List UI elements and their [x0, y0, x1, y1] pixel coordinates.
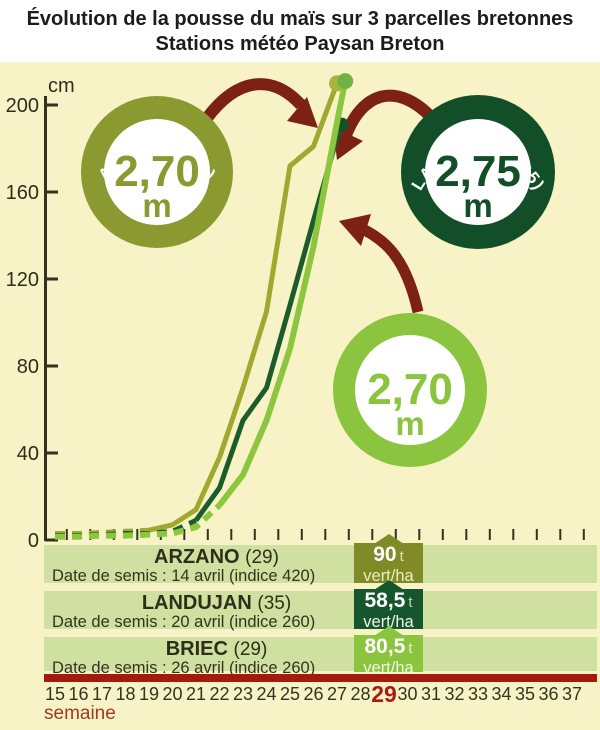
- legend-row-arzano: ARZANO (29) Date de semis : 14 avril (in…: [44, 545, 597, 585]
- y-axis-unit-label: cm: [48, 75, 75, 97]
- legend-row-briec: BRIEC (29) Date de semis : 26 avril (ind…: [44, 637, 597, 677]
- station-name: LANDUJAN: [141, 592, 252, 614]
- yield-unit: t: [399, 548, 404, 565]
- week-label: 32: [444, 684, 465, 704]
- x-axis-label: semaine: [44, 703, 116, 724]
- week-label: 19: [138, 684, 160, 704]
- yield-value: 58,5: [364, 589, 406, 612]
- week-label: 24: [256, 684, 277, 704]
- yield-per: vert/ha: [363, 659, 414, 677]
- legend-station: ARZANO (29): [44, 547, 389, 568]
- week-label: 28: [350, 684, 371, 704]
- week-label: 18: [115, 684, 136, 704]
- badge-briec: BRIEC (29) 2,70 m: [333, 313, 487, 467]
- week-axis: 15 16 17 18 19 20 21 22 23 24 25 26 27 28 29 30 31 32 33 34…: [0, 681, 600, 708]
- title-block: Évolution de la pousse du maïs sur 3 par…: [0, 0, 600, 62]
- week-label: 26: [303, 684, 324, 704]
- badge-height-unit: m: [395, 405, 424, 442]
- week-label: 35: [514, 684, 536, 704]
- badge-height-unit: m: [142, 187, 171, 224]
- week-label: 20: [162, 684, 183, 704]
- legend-sowing-date: Date de semis : 26 avril (indice 260): [52, 659, 316, 677]
- page-subtitle: Stations météo Paysan Breton: [155, 33, 445, 55]
- week-highlight-bar: [44, 674, 597, 682]
- arrow-arzano-icon: [202, 78, 318, 128]
- week-label: 34: [491, 684, 512, 704]
- legend-station: BRIEC (29): [44, 639, 389, 660]
- arrow-briec-icon: [339, 214, 424, 314]
- legend-station: LANDUJAN (35): [44, 593, 389, 614]
- week-label: 16: [68, 684, 89, 704]
- yield-box-landujan: 58,5 t vert/ha: [354, 580, 423, 630]
- week-label: 15: [44, 684, 66, 704]
- badge-height-unit: m: [463, 187, 492, 224]
- legend-sowing-date: Date de semis : 14 avril (indice 420): [52, 567, 316, 585]
- week-label: 22: [209, 684, 230, 704]
- week-label: 37: [561, 684, 583, 704]
- yield-value: 90: [373, 543, 397, 566]
- badge-arzano: ARZANO (29) 2,70 m: [81, 96, 233, 248]
- yield-unit: t: [408, 594, 413, 611]
- badge-height-value: 2,75: [435, 147, 521, 196]
- week-label: 17: [91, 684, 113, 704]
- badge-landujan: LANDUJAN (35) 2,75 m: [401, 95, 555, 249]
- arrow-up-icon: [373, 580, 404, 590]
- week-label: 25: [279, 684, 301, 704]
- series-line: [148, 82, 340, 533]
- arrow-up-icon: [373, 626, 404, 636]
- week-label: 33: [467, 684, 489, 704]
- page-title: Évolution de la pousse du maïs sur 3 par…: [26, 8, 574, 30]
- station-dept: (29): [233, 639, 268, 660]
- station-name: BRIEC: [165, 638, 228, 660]
- week-label: 31: [420, 684, 442, 704]
- week-label: 21: [185, 684, 207, 704]
- yield-box-briec: 80,5 t vert/ha: [354, 626, 423, 676]
- station-dept: (35): [257, 593, 292, 614]
- week-label: 27: [326, 684, 348, 704]
- y-axis-tick-label: 0: [28, 530, 39, 552]
- y-axis-tick-label: 120: [6, 269, 39, 291]
- series-end-dot: [337, 73, 354, 90]
- series-dashed: [55, 527, 150, 536]
- yield-unit: t: [408, 640, 413, 657]
- legend-sowing-date: Date de semis : 20 avril (indice 260): [52, 613, 316, 631]
- badge-height-value: 2,70: [367, 365, 453, 414]
- week-label: 23: [232, 684, 254, 704]
- week-label: 30: [397, 684, 418, 704]
- y-axis-tick-label: 160: [6, 182, 39, 204]
- series-line: [217, 80, 349, 508]
- legend-row-landujan: LANDUJAN (35) Date de semis : 20 avril (…: [44, 591, 597, 631]
- station-dept: (29): [245, 547, 279, 568]
- y-axis-tick-label: 80: [17, 356, 39, 378]
- y-axis-tick-label: 200: [6, 95, 39, 117]
- week-label-current: 29: [371, 681, 397, 707]
- station-name: ARZANO: [154, 546, 240, 568]
- arrow-up-icon: [373, 534, 404, 544]
- series-dashed: [55, 503, 222, 540]
- week-label: 36: [538, 684, 559, 704]
- y-axis-tick-label: 40: [17, 443, 39, 465]
- badge-height-value: 2,70: [114, 147, 200, 196]
- yield-box-arzano: 90 t vert/ha: [354, 534, 423, 584]
- yield-value: 80,5: [364, 635, 406, 658]
